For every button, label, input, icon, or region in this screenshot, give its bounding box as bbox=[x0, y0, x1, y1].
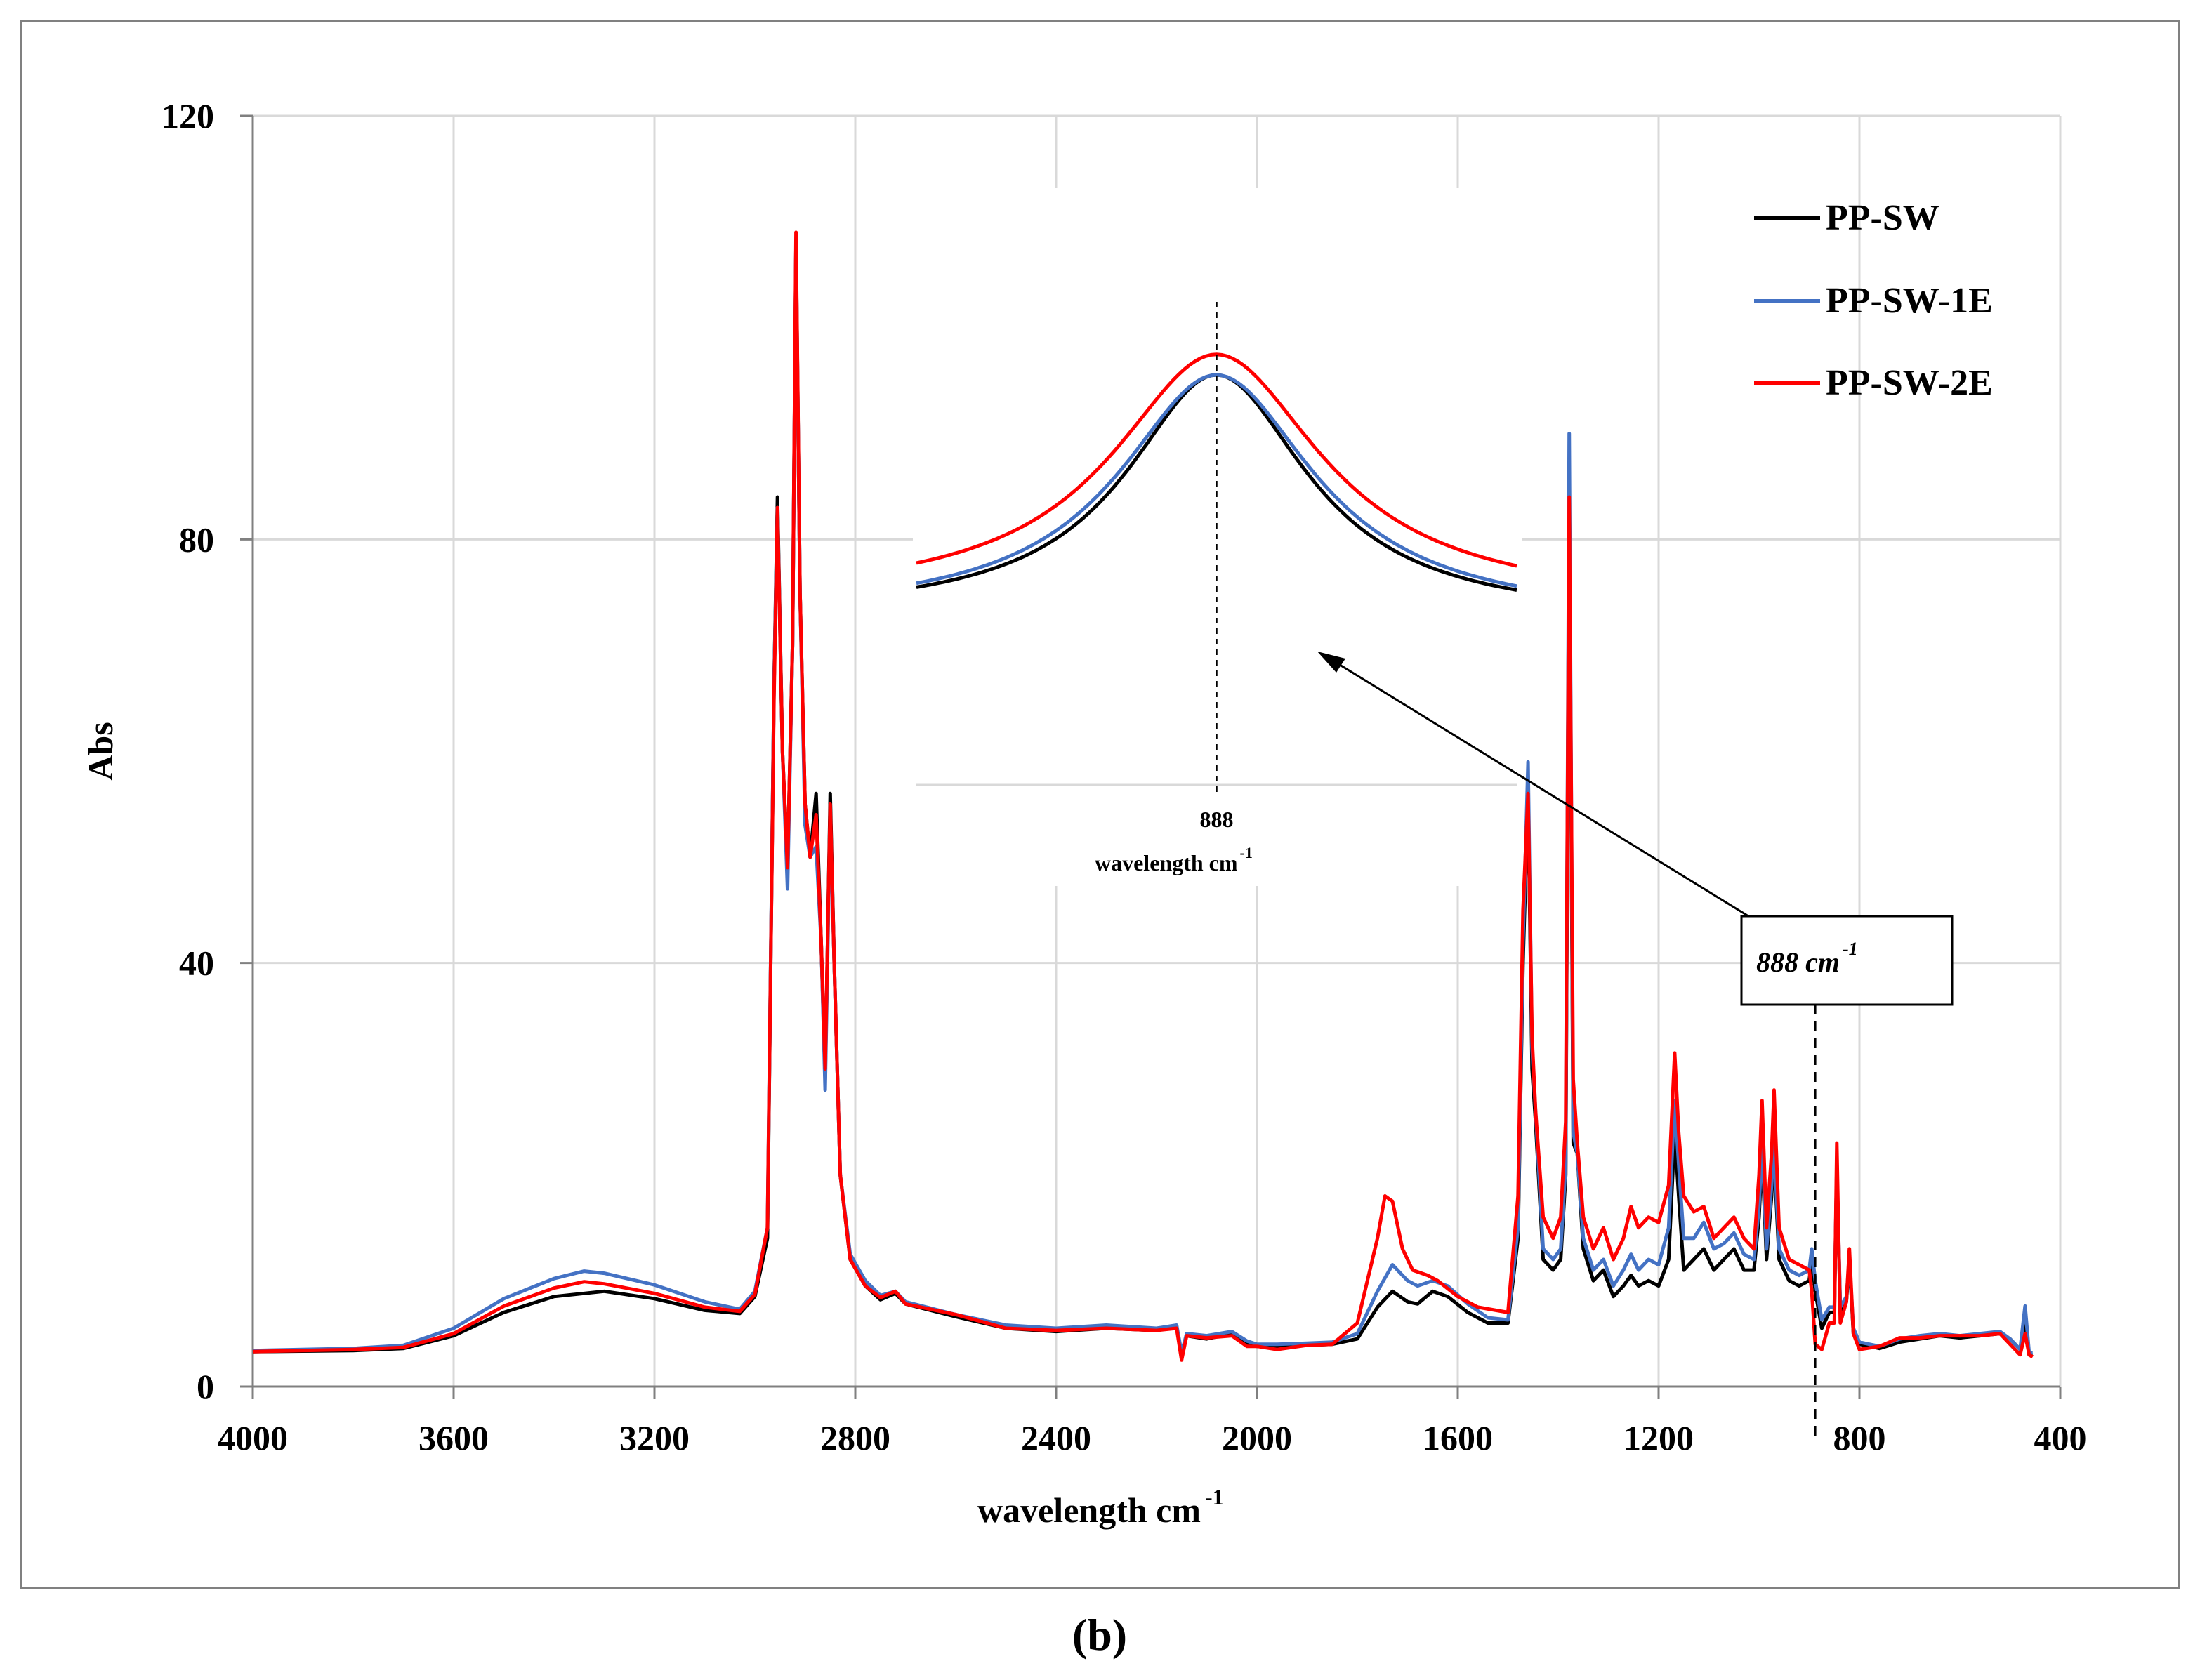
x-tick-label: 2800 bbox=[820, 1418, 890, 1457]
legend-label-pp-sw: PP-SW bbox=[1826, 198, 1939, 238]
annotation-label-superscript: -1 bbox=[1843, 939, 1858, 959]
annotation-label: 888 cm bbox=[1756, 946, 1840, 978]
inset-peak-value: 888 bbox=[1200, 807, 1234, 832]
x-axis-label-superscript: -1 bbox=[1205, 1484, 1224, 1509]
annotation-arrow-line bbox=[1333, 660, 1749, 918]
x-tick-label: 400 bbox=[2034, 1418, 2087, 1457]
y-tick-label: 0 bbox=[197, 1367, 214, 1406]
x-tick-label: 1600 bbox=[1423, 1418, 1493, 1457]
grid-lines bbox=[253, 114, 2062, 1387]
peak-annotation: 888 cm -1 bbox=[1317, 652, 1954, 1443]
inset-panel bbox=[913, 188, 1522, 886]
x-tick-label: 2000 bbox=[1222, 1418, 1292, 1457]
x-tick-label: 4000 bbox=[218, 1418, 288, 1457]
annotation-box bbox=[1740, 915, 1954, 1006]
inset-x-label: wavelength cm bbox=[1095, 850, 1238, 875]
legend-label-pp-sw-1e: PP-SW-1E bbox=[1826, 281, 1993, 321]
y-axis-label: Abs bbox=[81, 722, 120, 780]
x-tick-label: 2400 bbox=[1021, 1418, 1091, 1457]
x-tick-label: 1200 bbox=[1623, 1418, 1694, 1457]
y-tick-label: 40 bbox=[179, 944, 214, 983]
x-axis-label: wavelength cm bbox=[977, 1490, 1201, 1530]
x-tick-label: 3600 bbox=[419, 1418, 489, 1457]
figure-label: (b) bbox=[1072, 1610, 1127, 1660]
series-line-pp-sw-2e bbox=[252, 230, 2034, 1362]
inset-series-pp-sw-1e bbox=[916, 373, 1517, 588]
inset-series-pp-sw-2e bbox=[916, 352, 1517, 568]
inset-x-label-superscript: -1 bbox=[1240, 844, 1253, 861]
y-tick-label: 120 bbox=[162, 96, 214, 135]
x-tick-label: 800 bbox=[1833, 1418, 1886, 1457]
x-tick-label: 3200 bbox=[619, 1418, 690, 1457]
plot-axes: 4000 3600 3200 2800 2400 2000 1600 1200 800 40004… bbox=[162, 96, 2087, 1457]
spectrum-series bbox=[252, 230, 2034, 1362]
legend: PP-SW PP-SW-1E PP-SW-2E bbox=[1754, 198, 1993, 403]
inset-zoom-chart: 888 wavelength cm -1 bbox=[916, 302, 1517, 875]
legend-label-pp-sw-2e: PP-SW-2E bbox=[1826, 363, 1993, 403]
y-tick-label: 80 bbox=[179, 520, 214, 559]
annotation-arrow-head bbox=[1317, 652, 1345, 673]
